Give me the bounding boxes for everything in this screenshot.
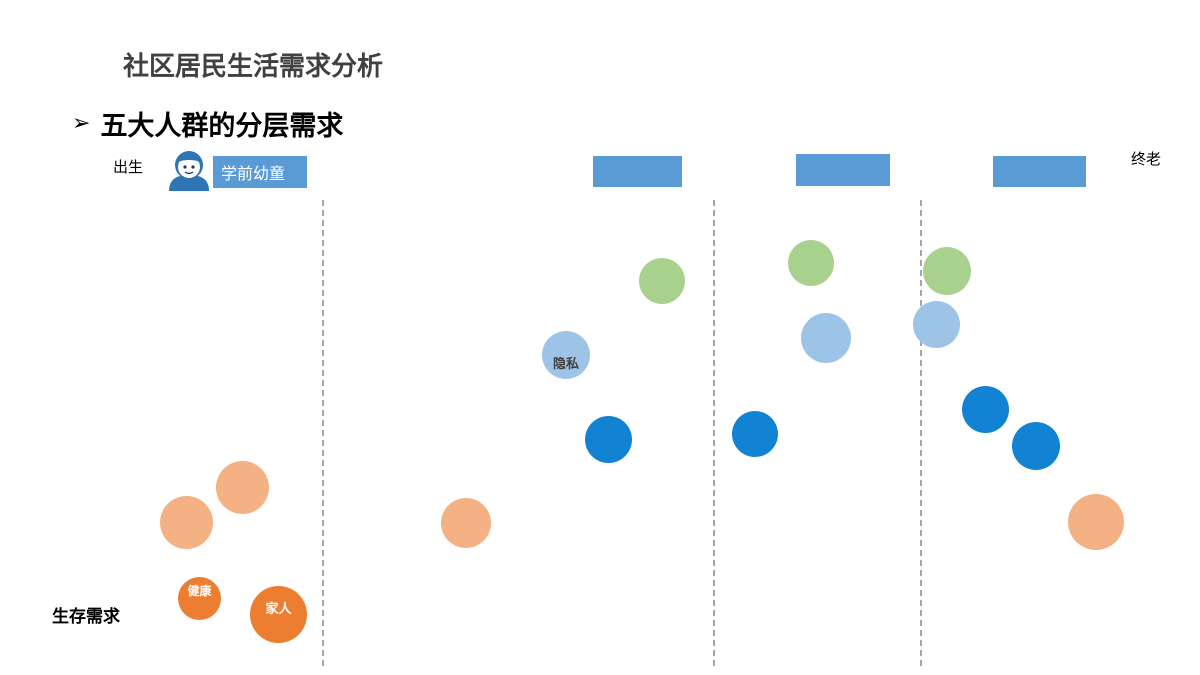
stage-box-4 bbox=[993, 156, 1086, 187]
bubble-label-family: 家人 bbox=[265, 602, 292, 617]
need-bubble-blue bbox=[732, 411, 778, 457]
need-bubble-privacy: 隐私 bbox=[542, 331, 590, 379]
stage-box-3 bbox=[796, 154, 890, 186]
need-bubble-blue bbox=[1012, 422, 1060, 470]
subtitle-row: ➢ 五大人群的分层需求 bbox=[72, 104, 343, 143]
need-bubble-light-orange bbox=[441, 498, 491, 548]
need-bubble-light-orange bbox=[216, 461, 269, 514]
stage-divider-2 bbox=[713, 200, 715, 666]
need-bubble-light-orange bbox=[1068, 494, 1124, 550]
need-bubble-green bbox=[923, 247, 971, 295]
timeline-end-label: 终老 bbox=[1131, 150, 1162, 168]
bubble-label-privacy: 隐私 bbox=[552, 356, 579, 372]
stage-divider-1 bbox=[322, 200, 324, 666]
stage-box-2 bbox=[593, 156, 682, 187]
timeline-start-label: 出生 bbox=[113, 158, 144, 176]
stage-box-preschool: 学前幼童 bbox=[213, 156, 307, 188]
need-bubble-light-blue bbox=[801, 313, 851, 363]
bubble-label-health: 健康 bbox=[187, 584, 212, 598]
page-title: 社区居民生活需求分析 bbox=[123, 52, 384, 82]
need-bubble-family: 家人 bbox=[250, 586, 307, 643]
need-bubble-light-blue bbox=[913, 301, 960, 348]
child-avatar-icon bbox=[167, 147, 211, 191]
need-bubble-blue bbox=[585, 416, 632, 463]
need-bubble-health: 健康 bbox=[178, 577, 221, 620]
subtitle: 五大人群的分层需求 bbox=[100, 111, 344, 142]
level-label-survival: 生存需求 bbox=[52, 607, 120, 627]
need-bubble-blue bbox=[962, 386, 1009, 433]
stage-divider-3 bbox=[920, 200, 922, 666]
bullet-arrow-icon: ➢ bbox=[72, 111, 91, 136]
need-bubble-light-orange bbox=[160, 496, 213, 549]
need-bubble-green bbox=[639, 258, 685, 304]
need-bubble-green bbox=[788, 240, 834, 286]
